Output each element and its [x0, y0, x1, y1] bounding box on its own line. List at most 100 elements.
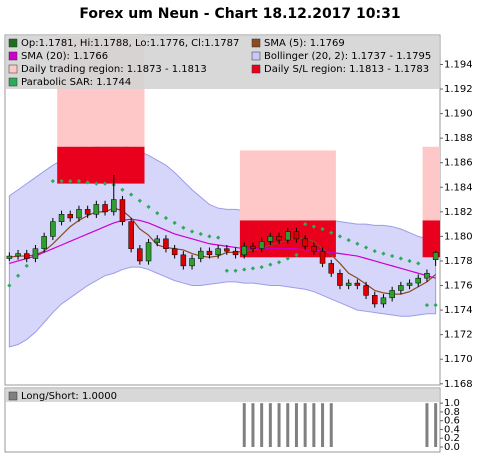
candle-body: [267, 236, 274, 242]
candle-body: [380, 297, 387, 305]
sar-dot: [163, 215, 169, 221]
sar-dot: [285, 256, 290, 261]
region-block: [309, 150, 319, 221]
region-block: [65, 146, 75, 184]
sar-dot: [120, 187, 125, 192]
y-tick-label: 1.186: [444, 158, 473, 169]
y-tick-label: 1.176: [444, 281, 473, 292]
sar-dot: [294, 252, 299, 257]
y-tick-label: 1.190: [444, 109, 473, 120]
region-block: [318, 150, 328, 221]
legend-swatch: [8, 38, 18, 48]
bar: [303, 403, 307, 447]
candle-body: [224, 248, 230, 252]
sar-dot: [276, 260, 282, 265]
sar-dot: [381, 251, 386, 256]
y-tick-label: 1.0: [444, 398, 460, 409]
legend-label: Parabolic SAR: 1.1744: [21, 77, 131, 88]
sar-dot: [259, 264, 264, 270]
y-tick-label: 0.2: [444, 433, 460, 444]
lower-plot: 0.00.20.40.60.81.0 Long/Short: 1.0000: [6, 389, 460, 453]
bar: [242, 403, 246, 447]
candle-body: [232, 250, 239, 256]
sar-dot: [363, 245, 369, 250]
sar-dot: [268, 262, 273, 267]
candle-body: [145, 242, 152, 262]
y-tick-label: 1.182: [444, 207, 473, 218]
candle-body: [345, 282, 352, 286]
y-tick-label: 1.192: [444, 84, 473, 95]
region-block: [300, 150, 310, 221]
sar-dot: [207, 234, 212, 239]
candle-body: [363, 285, 369, 296]
plot-area: [6, 35, 440, 348]
candle-body: [67, 214, 73, 219]
region-block: [326, 150, 336, 221]
candle-body: [328, 263, 334, 274]
legend-label: Bollinger (20, 2): 1.1737 - 1.1795: [264, 51, 431, 62]
sar-dot: [320, 226, 325, 232]
region-block: [283, 150, 293, 221]
legend-label: SMA (5): 1.1769: [264, 38, 345, 49]
region-block: [274, 150, 284, 221]
region-block: [92, 146, 101, 184]
sar-dot: [407, 258, 412, 264]
bar: [329, 403, 333, 447]
sar-dot: [85, 180, 90, 185]
bar: [294, 403, 298, 447]
legend-swatch: [8, 51, 18, 61]
sar-dot: [233, 268, 238, 273]
candle-body: [250, 245, 256, 249]
legend-swatch: [251, 51, 261, 61]
candle-body: [372, 295, 378, 305]
legend-box: [6, 389, 439, 402]
sar-dot: [181, 225, 186, 230]
legend-label: Op:1.1781, Hi:1.1788, Lo:1.1776, Cl:1.17…: [21, 38, 239, 49]
legend-swatch: [8, 77, 18, 87]
candle-body: [111, 199, 117, 213]
y-tick-label: 1.184: [444, 182, 473, 193]
sar-dot: [346, 237, 351, 243]
region-block: [422, 220, 432, 258]
sar-dot: [416, 261, 421, 266]
candle-body: [354, 282, 361, 286]
region-block: [422, 146, 432, 221]
candle-body: [215, 248, 221, 256]
sar-dot: [155, 210, 160, 216]
candle-body: [319, 250, 326, 264]
candle-body: [415, 277, 421, 284]
region-block: [239, 150, 249, 221]
region-block: [74, 146, 84, 184]
region-block: [57, 35, 67, 147]
bar: [321, 403, 325, 447]
y-tick-label: 1.194: [444, 59, 473, 70]
candle-body: [285, 231, 291, 241]
region-block: [74, 35, 84, 147]
region-block: [248, 150, 258, 221]
sar-dot: [372, 249, 377, 254]
legend-swatch: [8, 391, 18, 401]
y-tick-label: 1.188: [444, 133, 473, 144]
sar-dot: [424, 303, 430, 308]
region-block: [118, 35, 128, 147]
candle-body: [41, 236, 47, 249]
y-tick-label: 1.174: [444, 305, 473, 316]
legend-swatch: [8, 64, 18, 74]
candle-body: [198, 250, 204, 259]
region-block: [135, 35, 145, 147]
sar-dot: [329, 230, 334, 235]
region-block: [266, 150, 275, 221]
candle-body: [302, 238, 308, 247]
region-block: [309, 220, 319, 258]
bar: [277, 403, 281, 447]
line-series: [9, 218, 436, 279]
sar-dot: [311, 224, 316, 229]
sar-dot: [303, 222, 308, 227]
sar-dot: [250, 266, 256, 271]
region-block: [239, 220, 249, 258]
sar-dot: [337, 234, 343, 239]
y-tick-label: 1.172: [444, 330, 473, 341]
candle-body: [32, 248, 39, 259]
y-tick-label: 1.168: [444, 379, 473, 390]
region-block: [318, 220, 328, 258]
